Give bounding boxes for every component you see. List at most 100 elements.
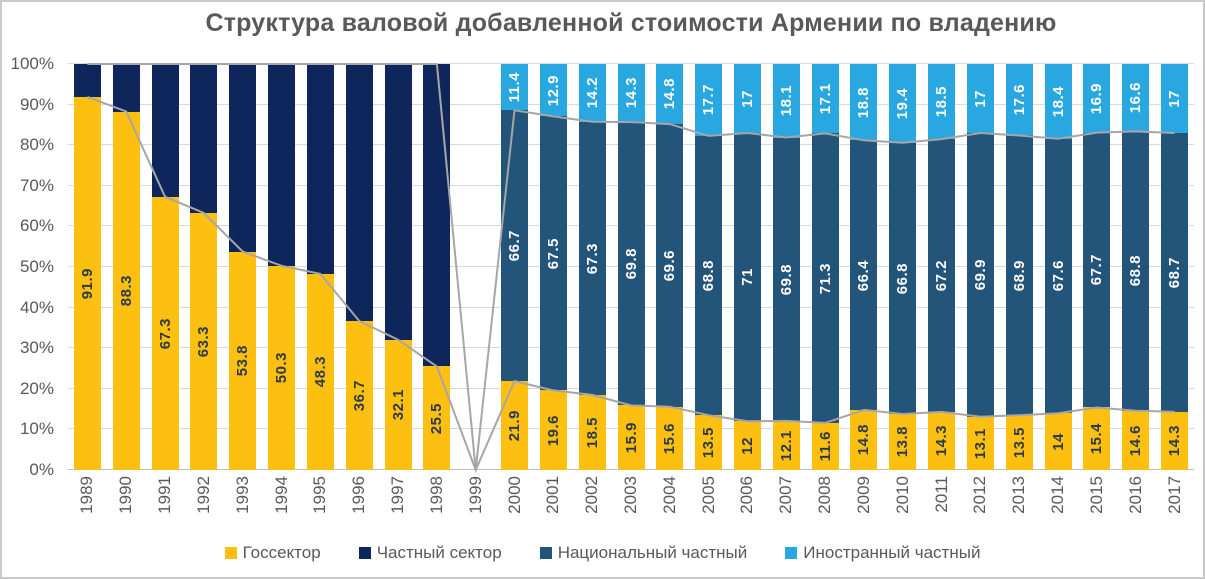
bar-segment-2016-series2: 68.8 [1122, 131, 1150, 411]
bar-segment-2014-series2: 67.6 [1044, 138, 1072, 414]
bar-segment-2008-series2: 71.3 [811, 133, 839, 423]
x-tick-label: 2017 [1164, 476, 1184, 514]
bar-segment-2004-series3: 14.8 [656, 64, 684, 125]
bar-value-label: 14.8 [661, 78, 679, 110]
y-tick-label: 80% [19, 135, 54, 155]
bar-segment-2007-series3: 18.1 [772, 64, 800, 138]
x-tick-label: 2014 [1048, 476, 1068, 514]
legend-label: Иностранный частный [803, 543, 981, 562]
y-tick-label: 70% [19, 175, 54, 195]
bar-segment-1993-series0: 53.8 [229, 251, 257, 470]
bar-segment-1994-series0: 50.3 [268, 265, 296, 470]
bar-segment-1992-series1 [190, 64, 218, 214]
bar-segment-1994-series1 [268, 64, 296, 266]
bar-segment-1989-series0: 91.9 [73, 96, 101, 470]
bar-segment-2008-series0: 11.6 [811, 422, 839, 470]
bar-segment-1990-series0: 88.3 [112, 111, 140, 470]
bar-value-label: 13.8 [894, 426, 912, 458]
bar-value-label: 13.5 [700, 427, 718, 459]
legend-swatch [539, 547, 552, 559]
bar-value-label: 67.3 [583, 242, 601, 274]
bar-segment-2017-series2: 68.7 [1161, 133, 1189, 412]
bar-segment-2013-series0: 13.5 [1005, 415, 1033, 470]
bar-segment-2000-series0: 21.9 [501, 381, 529, 470]
bar-value-label: 68.8 [700, 259, 718, 292]
bar-value-label: 69.8 [777, 263, 795, 295]
bar-value-label: 91.9 [78, 267, 96, 300]
bar-segment-2002-series2: 67.3 [578, 121, 606, 395]
bar-segment-1992-series0: 63.3 [190, 213, 218, 470]
bar-segment-2010-series3: 19.4 [889, 64, 917, 143]
bar-value-label: 18.1 [777, 85, 795, 117]
bar-value-label: 14.3 [622, 77, 640, 109]
bar-value-label: 15.4 [1088, 423, 1106, 455]
bar-segment-2000-series3: 11.4 [501, 64, 529, 111]
bar-segment-2009-series3: 18.8 [850, 64, 878, 141]
bar-value-label: 17.7 [700, 84, 718, 116]
legend-item-series2: Национальный частный [539, 543, 747, 563]
y-tick-label: 40% [19, 297, 54, 317]
bar-value-label: 14.3 [1166, 425, 1184, 457]
x-tick-label: 2009 [853, 476, 873, 514]
bar-value-label: 68.7 [1166, 256, 1184, 289]
bar-segment-2013-series3: 17.6 [1005, 64, 1033, 136]
bar-segment-2016-series3: 16.6 [1122, 64, 1150, 132]
bar-segment-1995-series0: 48.3 [306, 273, 334, 470]
bar-value-label: 71.3 [816, 262, 834, 294]
bar-segment-2011-series3: 18.5 [928, 64, 956, 140]
bar-segment-2003-series3: 14.3 [617, 64, 645, 123]
x-tick-label: 1995 [310, 476, 330, 514]
bar-value-label: 66.7 [506, 230, 524, 262]
bar-segment-2016-series0: 14.6 [1122, 410, 1150, 470]
bar-value-label: 69.9 [971, 259, 989, 291]
bar-segment-1996-series1 [345, 64, 373, 321]
bar-segment-1997-series1 [384, 64, 412, 340]
x-tick-label: 2007 [776, 476, 796, 514]
bar-value-label: 68.9 [1010, 259, 1028, 291]
y-tick-label: 0% [29, 460, 54, 479]
x-tick-label: 1996 [349, 476, 369, 514]
y-tick-label: 10% [19, 419, 54, 439]
bar-segment-2009-series2: 66.4 [850, 140, 878, 410]
bar-segment-2006-series3: 17 [733, 64, 761, 134]
bar-segment-2012-series2: 69.9 [966, 133, 994, 417]
bar-segment-2010-series0: 13.8 [889, 413, 917, 470]
x-tick-label: 1994 [271, 476, 291, 514]
bar-segment-2005-series0: 13.5 [695, 415, 723, 470]
x-tick-label: 2001 [543, 476, 563, 514]
bar-value-label: 50.3 [273, 352, 291, 384]
bar-segment-2017-series3: 17 [1161, 64, 1189, 134]
bar-value-label: 14.8 [855, 424, 873, 456]
bar-segment-2002-series0: 18.5 [578, 394, 606, 470]
bar-segment-2000-series2: 66.7 [501, 110, 529, 382]
x-tick-label: 1991 [155, 476, 175, 514]
bar-segment-2004-series0: 15.6 [656, 406, 684, 470]
x-tick-label: 2004 [659, 476, 679, 514]
bar-segment-2002-series3: 14.2 [578, 64, 606, 122]
x-tick-label: 1990 [116, 476, 136, 514]
bar-value-label: 18.5 [583, 416, 601, 449]
bar-segment-1997-series0: 32.1 [384, 339, 412, 470]
bar-segment-1996-series0: 36.7 [345, 321, 373, 470]
bar-value-label: 13.1 [971, 427, 989, 460]
x-tick-label: 1997 [388, 476, 408, 514]
bar-value-label: 15.6 [661, 422, 679, 454]
bar-segment-2006-series2: 71 [733, 133, 761, 422]
bar-value-label: 69.8 [622, 248, 640, 280]
y-tick-label: 60% [19, 216, 54, 236]
bar-segment-2008-series3: 17.1 [811, 64, 839, 134]
bar-value-label: 66.4 [855, 259, 873, 291]
y-axis: 0% 10% 20% 30% 40% 50% 60% 70% 80% 90% 100% [2, 2, 60, 577]
y-tick-label: 100% [10, 54, 54, 73]
y-tick-label: 50% [19, 257, 54, 276]
x-tick-label: 1992 [193, 476, 213, 514]
bar-segment-2007-series0: 12.1 [772, 420, 800, 470]
x-tick-label: 2010 [892, 476, 912, 514]
legend-swatch [785, 547, 798, 559]
bar-value-label: 18.4 [1049, 85, 1067, 117]
bar-segment-2005-series2: 68.8 [695, 135, 723, 416]
legend: Госсектор Частный сектор Национальный част… [2, 543, 1203, 563]
bar-segment-2004-series2: 69.6 [656, 124, 684, 407]
bar-value-label: 69.6 [661, 249, 679, 281]
bar-value-label: 11.4 [506, 71, 524, 103]
